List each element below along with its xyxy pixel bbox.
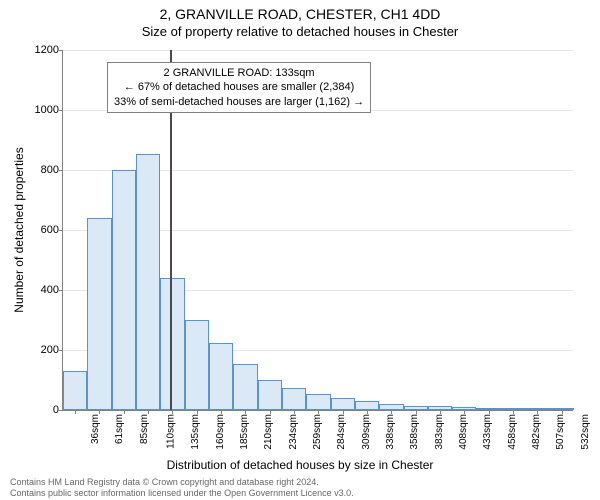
footer-line-1: Contains HM Land Registry data © Crown c…	[10, 477, 354, 487]
xtick-mark	[562, 410, 563, 414]
ytick-mark	[59, 290, 63, 291]
xtick-label: 85sqm	[139, 414, 150, 444]
histogram-bar	[63, 371, 87, 410]
xtick-label: 507sqm	[555, 414, 566, 450]
xtick-mark	[416, 410, 417, 414]
xtick-mark	[537, 410, 538, 414]
histogram-bar	[136, 154, 160, 411]
xtick-mark	[464, 410, 465, 414]
xtick-label: 135sqm	[190, 414, 201, 450]
xtick-label: 185sqm	[239, 414, 250, 450]
xtick-label: 433sqm	[482, 414, 493, 450]
chart-area: 02004006008001000120036sqm61sqm85sqm110s…	[62, 50, 572, 410]
xtick-mark	[75, 410, 76, 414]
annotation-line-2: ← 67% of detached houses are smaller (2,…	[114, 80, 364, 94]
xtick-label: 408sqm	[458, 414, 469, 450]
xtick-mark	[513, 410, 514, 414]
ytick-label: 200	[19, 344, 59, 356]
title-block: 2, GRANVILLE ROAD, CHESTER, CH1 4DD Size…	[0, 0, 600, 39]
xtick-label: 110sqm	[166, 414, 177, 449]
xtick-label: 482sqm	[531, 414, 542, 450]
histogram-bar	[355, 401, 379, 410]
xtick-mark	[391, 410, 392, 414]
histogram-bar	[185, 320, 209, 410]
xtick-mark	[197, 410, 198, 414]
histogram-bar	[209, 343, 233, 411]
histogram-bar	[306, 394, 330, 411]
gridline	[63, 50, 573, 51]
xtick-label: 160sqm	[215, 414, 226, 450]
xtick-mark	[124, 410, 125, 414]
ytick-label: 1200	[19, 44, 59, 56]
histogram-bar	[233, 364, 257, 411]
xtick-mark	[148, 410, 149, 414]
xtick-label: 210sqm	[263, 414, 274, 450]
xtick-mark	[343, 410, 344, 414]
xtick-mark	[221, 410, 222, 414]
xtick-mark	[489, 410, 490, 414]
histogram-bar	[331, 398, 355, 410]
ytick-label: 0	[19, 404, 59, 416]
ytick-label: 600	[19, 224, 59, 236]
xtick-label: 338sqm	[385, 414, 396, 450]
xtick-label: 458sqm	[506, 414, 517, 450]
xtick-label: 36sqm	[90, 414, 101, 444]
xtick-label: 259sqm	[312, 414, 323, 450]
title-sub: Size of property relative to detached ho…	[0, 24, 600, 39]
xtick-mark	[294, 410, 295, 414]
xtick-mark	[270, 410, 271, 414]
ytick-mark	[59, 170, 63, 171]
ytick-mark	[59, 110, 63, 111]
xtick-mark	[245, 410, 246, 414]
xtick-mark	[318, 410, 319, 414]
xtick-label: 234sqm	[288, 414, 299, 450]
histogram-bar	[112, 170, 136, 410]
xtick-label: 383sqm	[433, 414, 444, 450]
xtick-label: 309sqm	[360, 414, 371, 450]
xtick-label: 61sqm	[114, 414, 125, 444]
xtick-label: 358sqm	[409, 414, 420, 450]
ytick-label: 800	[19, 164, 59, 176]
xtick-mark	[440, 410, 441, 414]
xtick-mark	[99, 410, 100, 414]
ytick-mark	[59, 350, 63, 351]
xtick-label: 284sqm	[336, 414, 347, 450]
xtick-mark	[172, 410, 173, 414]
title-main: 2, GRANVILLE ROAD, CHESTER, CH1 4DD	[0, 6, 600, 22]
histogram-bar	[258, 380, 282, 410]
histogram-bar	[160, 278, 184, 410]
chart-container: 2, GRANVILLE ROAD, CHESTER, CH1 4DD Size…	[0, 0, 600, 500]
xtick-mark	[367, 410, 368, 414]
annotation-box: 2 GRANVILLE ROAD: 133sqm ← 67% of detach…	[107, 62, 371, 113]
ytick-mark	[59, 230, 63, 231]
annotation-line-3: 33% of semi-detached houses are larger (…	[114, 95, 364, 109]
histogram-bar	[282, 388, 306, 411]
ytick-mark	[59, 410, 63, 411]
ytick-label: 400	[19, 284, 59, 296]
ytick-mark	[59, 50, 63, 51]
xtick-label: 532sqm	[579, 414, 590, 450]
x-axis-label: Distribution of detached houses by size …	[0, 458, 600, 472]
ytick-label: 1000	[19, 104, 59, 116]
annotation-line-1: 2 GRANVILLE ROAD: 133sqm	[114, 66, 364, 80]
footer-line-2: Contains public sector information licen…	[10, 488, 354, 498]
histogram-bar	[87, 218, 111, 410]
footer: Contains HM Land Registry data © Crown c…	[10, 477, 354, 498]
